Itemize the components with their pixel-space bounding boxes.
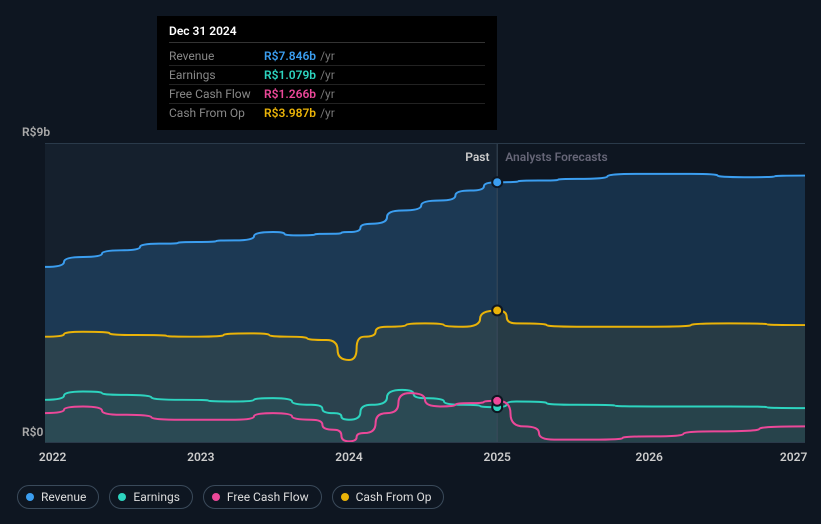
tooltip-metric-label: Earnings bbox=[169, 68, 264, 82]
tooltip-metric-value: R$1.266b bbox=[264, 87, 316, 101]
chart-svg bbox=[45, 144, 805, 443]
tooltip-row: EarningsR$1.079b/yr bbox=[169, 66, 485, 85]
legend-label: Revenue bbox=[41, 490, 86, 504]
legend-item-cash-from-op[interactable]: Cash From Op bbox=[332, 485, 445, 509]
legend-label: Free Cash Flow bbox=[227, 490, 309, 504]
x-axis-label: 2024 bbox=[335, 450, 362, 464]
tooltip-date: Dec 31 2024 bbox=[169, 24, 485, 43]
tooltip-metric-value: R$7.846b bbox=[264, 49, 316, 63]
forecast-period-label: Analysts Forecasts bbox=[505, 150, 607, 164]
tooltip-metric-label: Free Cash Flow bbox=[169, 87, 264, 101]
chart-tooltip: Dec 31 2024 RevenueR$7.846b/yrEarningsR$… bbox=[157, 16, 497, 130]
legend-dot-icon bbox=[341, 493, 349, 501]
x-axis-label: 2023 bbox=[187, 450, 214, 464]
y-axis-max-label: R$9b bbox=[22, 125, 50, 139]
legend-dot-icon bbox=[212, 493, 220, 501]
x-axis-label: 2026 bbox=[635, 450, 662, 464]
tooltip-suffix: /yr bbox=[320, 68, 335, 82]
x-axis-label: 2025 bbox=[483, 450, 510, 464]
tooltip-row: Cash From OpR$3.987b/yr bbox=[169, 104, 485, 122]
plot-area[interactable] bbox=[45, 143, 805, 443]
legend-label: Earnings bbox=[133, 490, 180, 504]
legend-item-free-cash-flow[interactable]: Free Cash Flow bbox=[203, 485, 322, 509]
y-axis-min-label: R$0 bbox=[22, 425, 43, 439]
x-axis-label: 2027 bbox=[780, 450, 807, 464]
tooltip-row: Free Cash FlowR$1.266b/yr bbox=[169, 85, 485, 104]
tooltip-suffix: /yr bbox=[320, 106, 335, 120]
past-period-label: Past bbox=[465, 150, 489, 164]
legend-item-revenue[interactable]: Revenue bbox=[17, 485, 99, 509]
legend-label: Cash From Op bbox=[356, 490, 432, 504]
financial-chart: Dec 31 2024 RevenueR$7.846b/yrEarningsR$… bbox=[17, 0, 804, 524]
legend-item-earnings[interactable]: Earnings bbox=[109, 485, 193, 509]
tooltip-suffix: /yr bbox=[320, 87, 335, 101]
tooltip-row: RevenueR$7.846b/yr bbox=[169, 47, 485, 66]
x-axis-label: 2022 bbox=[39, 450, 66, 464]
tooltip-metric-label: Cash From Op bbox=[169, 106, 264, 120]
tooltip-metric-label: Revenue bbox=[169, 49, 264, 63]
tooltip-suffix: /yr bbox=[320, 49, 335, 63]
tooltip-metric-value: R$1.079b bbox=[264, 68, 316, 82]
chart-legend: Revenue Earnings Free Cash Flow Cash From O… bbox=[17, 485, 444, 509]
legend-dot-icon bbox=[118, 493, 126, 501]
legend-dot-icon bbox=[26, 493, 34, 501]
tooltip-metric-value: R$3.987b bbox=[264, 106, 316, 120]
